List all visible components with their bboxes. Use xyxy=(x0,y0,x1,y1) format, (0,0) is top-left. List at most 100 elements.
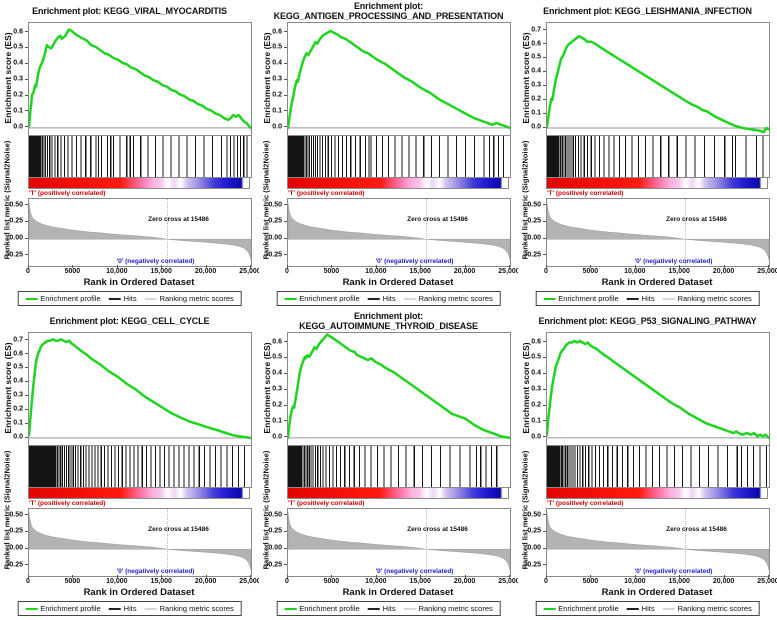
gsea-plot-cell: Enrichment plot: KEGG_VIRAL_MYOCARDITIS … xyxy=(0,0,259,310)
zero-cross-label: Zero cross at 15486 xyxy=(407,216,468,223)
es-tick-label: 0.4 xyxy=(531,67,541,75)
ranked-metric-panel: Zero cross at 15486 '0' (negatively corr… xyxy=(28,508,252,577)
x-tick-mark xyxy=(464,575,466,578)
negatively-correlated-label: '0' (negatively correlated) xyxy=(375,568,454,575)
positively-correlated-label: 'T' (positively correlated) xyxy=(29,190,106,197)
legend-item-label: Hits xyxy=(123,604,137,613)
legend-item: Enrichment profile xyxy=(25,604,101,613)
x-tick-mark xyxy=(116,265,118,268)
negatively-correlated-label: '0' (negatively correlated) xyxy=(375,258,454,265)
x-tick-mark xyxy=(768,265,769,268)
es-tick-mark xyxy=(284,341,287,343)
es-tick-label: 0.7 xyxy=(13,336,23,344)
x-tick-mark xyxy=(161,575,163,578)
zero-cross-line xyxy=(166,509,168,576)
es-tick-label: 0.6 xyxy=(13,350,23,358)
x-tick-mark xyxy=(634,265,636,268)
es-tick-label: 0.2 xyxy=(13,405,23,413)
rank-tick-label: 0.00 xyxy=(527,544,541,552)
legend-item: Hits xyxy=(367,604,396,613)
rank-metric-y-axis-ticks: 0.50 0.25 0.00 -0.25 xyxy=(518,198,546,265)
plot-title: Enrichment plot: KEGG_P53_SIGNALING_PATH… xyxy=(538,315,757,326)
es-tick-mark xyxy=(284,78,287,80)
x-axis-ticks: 0 5000 10,000 15,000 20,000 25,000 xyxy=(544,574,777,588)
es-tick-mark xyxy=(25,110,28,112)
ranked-metric-panel: Zero cross at 15486 '0' (negatively corr… xyxy=(287,508,511,577)
es-tick-mark xyxy=(284,356,287,358)
gsea-plot-cell: Enrichment plot: KEGG_LEISHMANIA_INFECTI… xyxy=(518,0,777,310)
x-tick-label: 25,000 xyxy=(498,268,518,275)
x-tick-mark xyxy=(331,575,333,578)
legend-item-label: Enrichment profile xyxy=(558,294,619,303)
ranked-metric-area xyxy=(288,512,510,571)
phenotype-colorbar xyxy=(546,178,768,189)
legend-item-label: Hits xyxy=(382,604,396,613)
negatively-correlated-label: '0' (negatively correlated) xyxy=(116,258,195,265)
es-y-axis-ticks: 0.6 0.5 0.4 0.3 0.2 0.1 0.0 xyxy=(259,22,287,134)
x-tick-mark xyxy=(72,575,74,578)
rank-tick-label: -0.25 xyxy=(7,251,23,259)
x-tick-label: 10,000 xyxy=(106,268,128,275)
phenotype-colorbar xyxy=(28,178,250,189)
rank-tick-label: 0.25 xyxy=(9,217,23,225)
es-tick-label: 0.5 xyxy=(531,353,541,361)
es-tick-label: 0.1 xyxy=(272,417,282,425)
gsea-plot-cell: Enrichment plot: KEGG_AUTOIMMUNE_THYROID… xyxy=(259,310,518,620)
legend-item: Ranking metric scores xyxy=(403,294,493,303)
x-tick-mark xyxy=(420,575,422,578)
legend-item: Ranking metric scores xyxy=(144,294,234,303)
hits-panel xyxy=(546,446,770,488)
phenotype-colorbar xyxy=(287,488,509,499)
es-tick-mark xyxy=(284,388,287,390)
es-tick-mark xyxy=(284,31,287,33)
x-axis-label: Rank in Ordered Dataset xyxy=(601,277,713,288)
es-y-axis-ticks: 0.6 0.5 0.4 0.3 0.2 0.1 0.0 xyxy=(518,332,546,444)
x-tick-mark xyxy=(331,265,333,268)
x-tick-label: 15,000 xyxy=(409,578,431,585)
rank-tick-mark xyxy=(284,514,287,516)
rank-tick-label: 0.00 xyxy=(9,544,23,552)
hits-barcode xyxy=(288,136,504,177)
negatively-correlated-label: '0' (negatively correlated) xyxy=(116,568,195,575)
es-tick-mark xyxy=(25,380,28,382)
x-tick-label: 10,000 xyxy=(106,578,128,585)
es-tick-mark xyxy=(25,78,28,80)
es-tick-label: 0.6 xyxy=(531,338,541,346)
legend-item-label: Hits xyxy=(641,294,655,303)
es-tick-label: 0.0 xyxy=(13,123,23,131)
x-tick-mark xyxy=(768,575,769,578)
x-tick-mark xyxy=(509,265,510,268)
es-tick-mark xyxy=(543,112,546,114)
x-tick-label: 0 xyxy=(544,268,548,275)
zero-cross-line xyxy=(684,509,686,576)
es-tick-mark xyxy=(543,126,546,128)
rank-tick-mark xyxy=(25,530,28,532)
es-tick-label: 0.6 xyxy=(272,338,282,346)
ranked-metric-area xyxy=(288,202,510,261)
x-tick-label: 25,000 xyxy=(757,578,777,585)
es-tick-mark xyxy=(543,84,546,86)
rank-tick-label: 0.50 xyxy=(268,511,282,519)
legend-item: Ranking metric scores xyxy=(662,604,752,613)
x-tick-label: 5000 xyxy=(64,578,81,585)
x-axis-ticks: 0 5000 10,000 15,000 20,000 25,000 xyxy=(26,574,259,588)
x-tick-mark xyxy=(287,575,288,578)
x-tick-label: 5000 xyxy=(64,268,81,275)
x-tick-label: 5000 xyxy=(323,268,340,275)
negatively-correlated-label: '0' (negatively correlated) xyxy=(634,568,713,575)
gsea-plot-cell: Enrichment plot: KEGG_CELL_CYCLE Enrichm… xyxy=(0,310,259,620)
es-tick-mark xyxy=(25,31,28,33)
phenotype-colorbar xyxy=(28,488,250,499)
x-tick-mark xyxy=(679,575,681,578)
legend-line-swatch xyxy=(543,607,556,610)
x-tick-mark xyxy=(634,575,636,578)
es-tick-mark xyxy=(284,420,287,422)
legend-item: Hits xyxy=(367,294,396,303)
rank-tick-label: 0.00 xyxy=(9,234,23,242)
es-tick-label: 0.0 xyxy=(13,433,23,441)
rank-tick-label: 0.50 xyxy=(268,201,282,209)
rank-tick-label: 0.25 xyxy=(268,527,282,535)
legend-line-swatch xyxy=(25,297,38,300)
legend-line-swatch xyxy=(367,297,380,300)
legend-line-swatch xyxy=(108,297,121,300)
